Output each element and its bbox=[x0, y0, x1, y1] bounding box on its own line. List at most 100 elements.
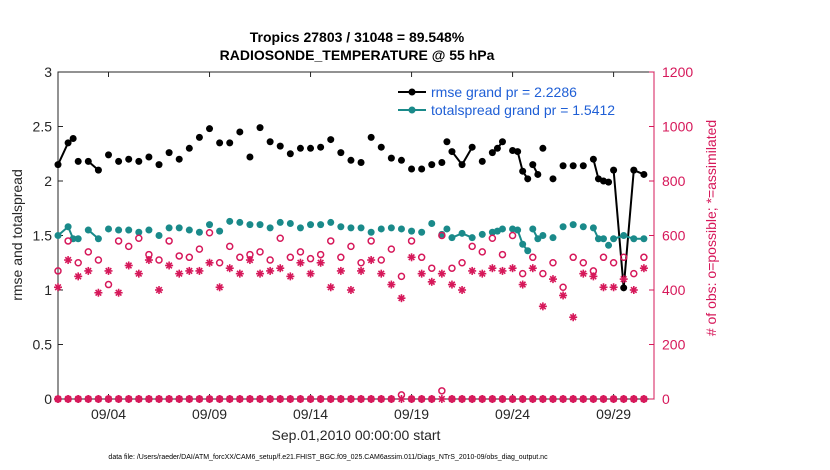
rmse-point bbox=[418, 165, 426, 173]
possible-obs-point bbox=[155, 256, 163, 264]
data-file-footer: data file: /Users/raeder/DAI/ATM_forcXX/… bbox=[108, 454, 548, 461]
totalspread-point bbox=[195, 228, 203, 236]
rmse-point bbox=[347, 156, 355, 164]
assimilated-obs-point bbox=[306, 269, 315, 278]
totalspread-point bbox=[54, 232, 62, 239]
assimilated-obs-baseline-point bbox=[407, 395, 416, 403]
rmse-point bbox=[408, 165, 416, 173]
possible-obs-point bbox=[539, 269, 547, 278]
rmse-point bbox=[94, 166, 102, 174]
rmse-point bbox=[549, 175, 557, 183]
totalspread-point bbox=[327, 218, 335, 226]
possible-obs-point bbox=[498, 250, 507, 259]
assimilated-obs-point bbox=[316, 258, 325, 267]
totalspread-point bbox=[569, 221, 577, 229]
possible-obs-point bbox=[630, 269, 638, 278]
totalspread-point bbox=[276, 218, 284, 226]
assimilated-obs-baseline-point bbox=[528, 395, 537, 403]
x-tick-label: 09/29 bbox=[596, 406, 631, 422]
y-tick-label-right: 1200 bbox=[662, 64, 693, 80]
assimilated-obs-baseline-point bbox=[367, 395, 376, 403]
series-line-1 bbox=[613, 234, 644, 240]
assimilated-obs-point bbox=[336, 266, 345, 275]
totalspread-point bbox=[458, 229, 466, 237]
totalspread-point bbox=[115, 226, 123, 234]
assimilated-obs-point bbox=[215, 283, 224, 292]
assimilated-obs-point bbox=[195, 266, 204, 275]
totalspread-point bbox=[418, 228, 426, 236]
totalspread-point bbox=[514, 226, 522, 234]
totalspread-point bbox=[266, 224, 274, 232]
assimilated-obs-baseline-point bbox=[225, 395, 234, 403]
assimilated-obs-point bbox=[144, 256, 153, 265]
rmse-point bbox=[54, 161, 62, 169]
totalspread-point bbox=[610, 235, 618, 243]
rmse-point bbox=[579, 162, 587, 170]
legend-marker-totalspread bbox=[408, 106, 416, 114]
possible-obs-point bbox=[185, 253, 194, 262]
assimilated-obs-point bbox=[488, 264, 497, 273]
totalspread-point bbox=[529, 225, 537, 233]
rmse-point bbox=[256, 124, 264, 132]
possible-obs-point bbox=[114, 237, 123, 245]
assimilated-obs-point bbox=[589, 272, 598, 281]
possible-obs-point bbox=[640, 253, 648, 262]
assimilated-obs-point bbox=[326, 283, 335, 292]
y-tick-label-right: 400 bbox=[662, 282, 686, 298]
rmse-point bbox=[428, 161, 436, 169]
assimilated-obs-baseline-point bbox=[205, 395, 214, 403]
y-tick-label-right: 800 bbox=[662, 173, 686, 189]
assimilated-obs-baseline-point bbox=[114, 395, 123, 403]
rmse-point bbox=[357, 158, 365, 166]
assimilated-obs-baseline-point bbox=[74, 395, 83, 403]
assimilated-obs-point bbox=[296, 258, 305, 267]
possible-obs-point bbox=[215, 259, 224, 267]
rmse-point bbox=[448, 148, 456, 156]
rmse-point bbox=[519, 167, 527, 175]
assimilated-obs-point bbox=[458, 286, 467, 294]
rmse-point bbox=[569, 162, 577, 170]
assimilated-obs-baseline-point bbox=[397, 395, 406, 403]
rmse-point bbox=[539, 144, 547, 152]
y-tick-label-right: 600 bbox=[662, 228, 686, 244]
assimilated-obs-baseline-point bbox=[538, 395, 547, 403]
assimilated-obs-point bbox=[417, 269, 426, 278]
assimilated-obs-baseline-point bbox=[629, 395, 638, 403]
rmse-point bbox=[367, 133, 375, 141]
totalspread-point bbox=[296, 224, 304, 232]
possible-obs-point bbox=[276, 234, 284, 242]
assimilated-obs-baseline-point bbox=[569, 395, 578, 403]
possible-obs-point bbox=[508, 231, 517, 240]
totalspread-point bbox=[408, 227, 416, 235]
totalspread-point bbox=[74, 235, 82, 243]
rmse-point bbox=[216, 139, 224, 147]
possible-obs-point bbox=[135, 234, 143, 242]
totalspread-point bbox=[478, 230, 486, 238]
assimilated-obs-baseline-point bbox=[235, 395, 244, 403]
rmse-point bbox=[226, 139, 234, 147]
assimilated-obs-baseline-point bbox=[357, 395, 366, 403]
assimilated-obs-baseline-point bbox=[185, 395, 194, 403]
rmse-point bbox=[195, 133, 203, 141]
possible-obs-point bbox=[316, 250, 325, 259]
y-tick-label: 0 bbox=[44, 391, 52, 407]
totalspread-point bbox=[498, 225, 506, 233]
rmse-point bbox=[438, 158, 446, 166]
assimilated-obs-baseline-point bbox=[245, 395, 254, 403]
y-tick-label: 2.5 bbox=[33, 119, 53, 135]
rmse-point bbox=[296, 144, 304, 152]
assimilated-obs-baseline-point bbox=[498, 395, 507, 403]
assimilated-obs-point bbox=[498, 266, 507, 275]
assimilated-obs-point bbox=[225, 264, 234, 273]
y-tick-label: 3 bbox=[44, 64, 52, 80]
rmse-point bbox=[115, 157, 123, 165]
totalspread-point bbox=[105, 225, 113, 233]
rmse-point bbox=[125, 155, 133, 163]
rmse-point bbox=[206, 125, 214, 133]
possible-obs-point bbox=[84, 248, 93, 256]
assimilated-obs-baseline-point bbox=[134, 395, 143, 403]
rmse-point bbox=[610, 166, 618, 174]
x-tick-label: 09/04 bbox=[91, 406, 126, 422]
assimilated-obs-baseline-point bbox=[639, 395, 648, 403]
possible-obs-point bbox=[286, 253, 295, 262]
